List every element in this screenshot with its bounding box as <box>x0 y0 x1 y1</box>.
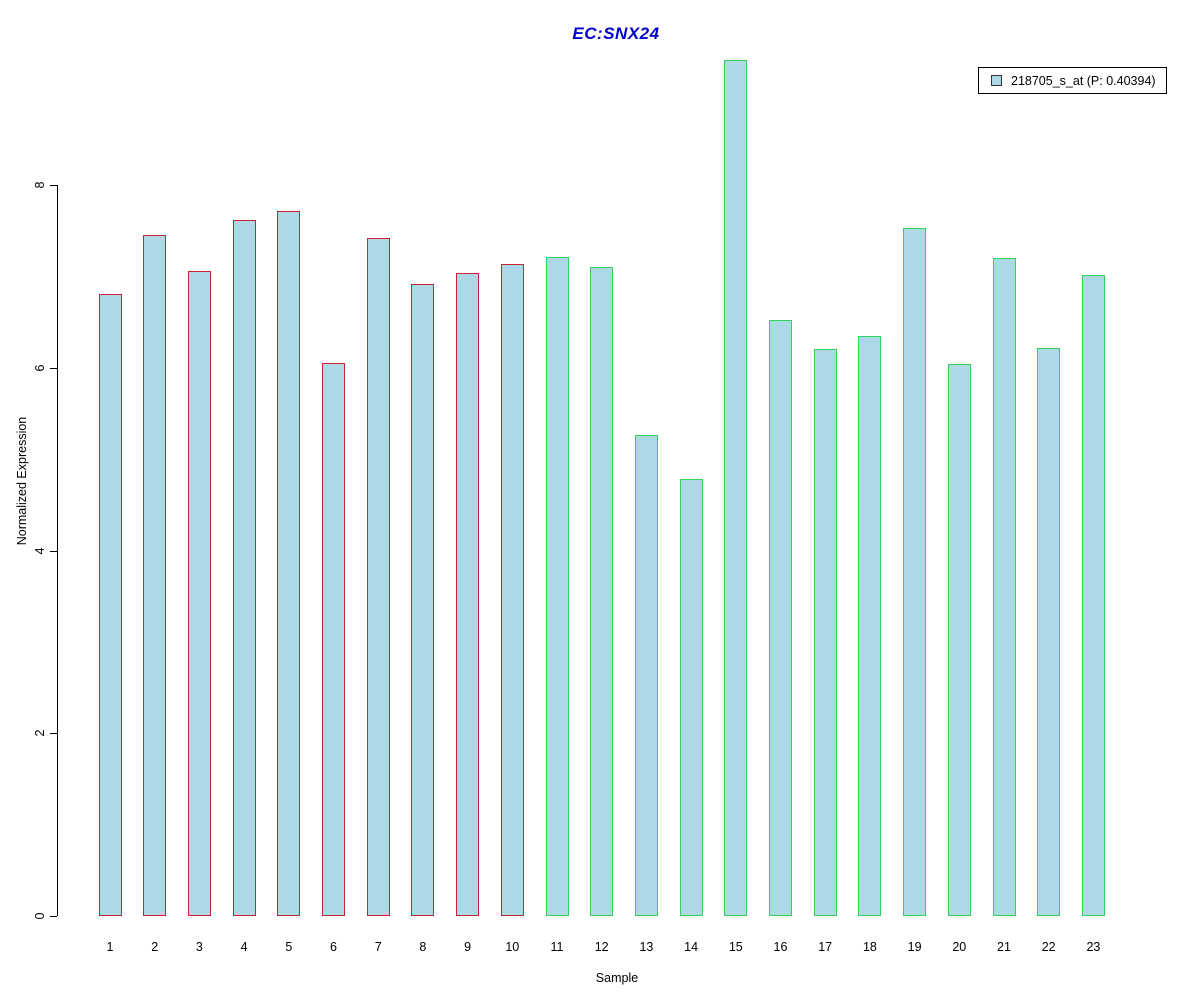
x-tick-label: 11 <box>550 940 564 954</box>
bar-sample-5 <box>277 210 301 916</box>
y-tick-mark <box>50 185 57 186</box>
x-tick-label: 4 <box>240 940 248 954</box>
bar-sample-2 <box>143 235 167 916</box>
x-tick-label: 14 <box>684 940 699 954</box>
bar-sample-3 <box>187 270 211 916</box>
x-tick-label: 19 <box>907 940 922 954</box>
bar-sample-20 <box>947 364 971 916</box>
x-tick-label: 21 <box>997 940 1011 954</box>
x-tick-label: 5 <box>285 940 293 954</box>
y-tick-label: 0 <box>33 912 47 920</box>
x-tick-label: 22 <box>1041 940 1056 954</box>
x-tick-label: 13 <box>639 940 654 954</box>
x-tick-label: 20 <box>952 940 967 954</box>
bar-sample-6 <box>322 363 345 916</box>
y-tick-mark <box>50 916 57 917</box>
x-tick-label: 10 <box>505 940 520 954</box>
bar-sample-10 <box>500 264 524 916</box>
bar-sample-16 <box>769 320 792 916</box>
legend: 218705_s_at (P: 0.40394) <box>978 67 1167 94</box>
x-tick-label: 8 <box>419 940 427 954</box>
bar-sample-13 <box>634 435 658 916</box>
x-tick-label: 2 <box>151 940 159 954</box>
bar-sample-21 <box>992 258 1016 916</box>
x-tick-label: 1 <box>106 940 114 954</box>
bar-sample-4 <box>232 219 256 916</box>
y-tick-mark <box>50 733 57 735</box>
x-axis-title: Sample <box>595 971 639 985</box>
y-tick-label: 6 <box>33 364 47 372</box>
bar-sample-1 <box>98 293 122 916</box>
bar-sample-19 <box>903 227 927 916</box>
y-tick-label: 2 <box>33 729 47 737</box>
x-tick-label: 23 <box>1086 940 1101 954</box>
y-tick-label: 4 <box>33 547 47 554</box>
bar-sample-8 <box>411 283 435 916</box>
bar-sample-7 <box>366 237 390 916</box>
bar-sample-9 <box>456 272 480 916</box>
y-tick-mark <box>50 550 57 552</box>
y-tick-label: 8 <box>33 181 47 189</box>
bar-sample-18 <box>858 335 882 916</box>
x-tick-label: 18 <box>862 940 877 954</box>
x-tick-label: 15 <box>728 940 743 954</box>
bar-sample-23 <box>1081 274 1105 916</box>
x-tick-label: 12 <box>594 940 609 954</box>
x-tick-label: 3 <box>195 940 203 954</box>
x-tick-label: 17 <box>818 940 833 954</box>
bar-sample-22 <box>1037 347 1061 916</box>
bar-sample-14 <box>679 479 703 916</box>
legend-swatch-icon <box>991 75 1002 86</box>
bar-sample-12 <box>590 267 614 916</box>
x-tick-label: 9 <box>464 940 472 954</box>
x-tick-label: 6 <box>330 940 337 954</box>
chart-title: EC:SNX24 <box>572 24 660 43</box>
y-axis-line <box>57 185 58 916</box>
x-tick-label: 16 <box>773 940 788 954</box>
bar-sample-17 <box>813 349 837 916</box>
bar-sample-11 <box>545 257 569 916</box>
x-tick-label: 7 <box>374 940 382 954</box>
bar-sample-15 <box>724 59 748 916</box>
legend-label: 218705_s_at (P: 0.40394) <box>1011 73 1156 88</box>
y-tick-mark <box>50 367 57 369</box>
y-axis-title: Normalized Expression <box>15 416 29 546</box>
